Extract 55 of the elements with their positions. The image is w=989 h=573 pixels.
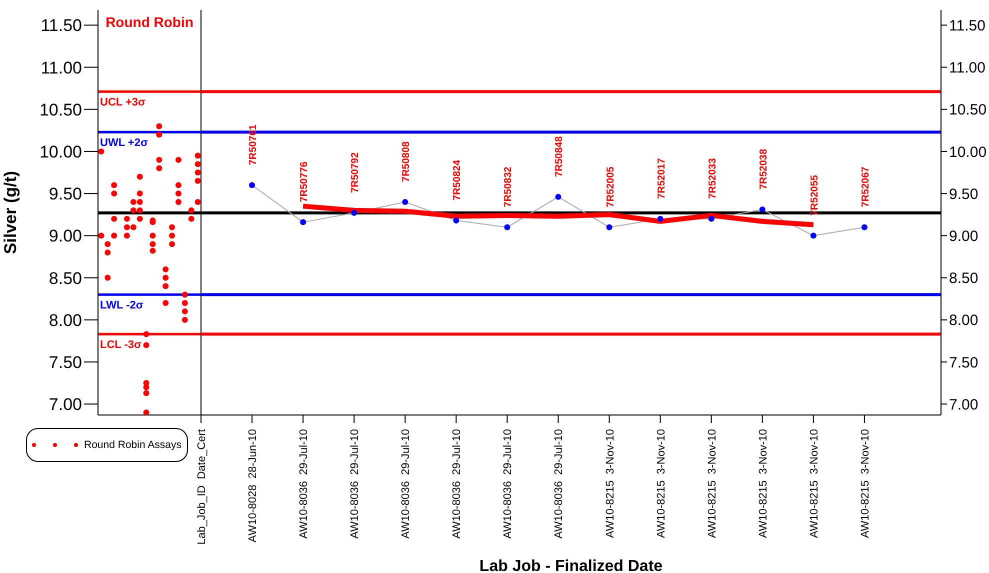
y-tick-label: 10.00 [39, 142, 82, 162]
x-tick-label: AW10-8215 3-Nov-10 [655, 429, 668, 538]
y-tick-label: 7.00 [949, 396, 978, 414]
annotation: 7R52038 [758, 148, 770, 190]
y-tick-label: 7.50 [48, 352, 82, 372]
x-tick-label: AW10-8215 3-Nov-10 [859, 429, 872, 538]
x-tick-label: AW10-8215 3-Nov-10 [604, 429, 616, 538]
y-tick-label: 9.50 [48, 184, 82, 204]
x-tick-label: AW10-8036 29-Jul-10 [502, 429, 514, 539]
x-tick-label: AW10-8028 28-Jun-10 [247, 429, 260, 542]
annotation: 7R50848 [554, 136, 566, 177]
annotation: 7R50776 [299, 161, 310, 202]
y-tick-label: 10.50 [39, 100, 82, 120]
annotation: 7R52055 [809, 174, 820, 216]
annotation: 7R52033 [707, 158, 718, 199]
x-tick-label: AW10-8215 3-Nov-10 [706, 429, 718, 538]
annotation: 7R52067 [860, 166, 872, 208]
y-tick-label: 7.00 [48, 395, 82, 414]
y-tick-label: 8.00 [949, 312, 978, 330]
y-tick-label: 11.50 [949, 17, 986, 34]
y-tick-label: 11.50 [40, 16, 82, 36]
annotation: 7R50824 [452, 159, 464, 200]
annotation: 7R50792 [350, 152, 362, 193]
ref-line-label: LWL -2σ [100, 300, 144, 312]
y-tick-label: 9.50 [949, 186, 978, 203]
chart-title: Round Robin [104, 14, 194, 30]
y-tick-label: 8.50 [949, 270, 978, 288]
x-axis-title: Lab Job - Finalized Date [479, 558, 663, 573]
y-tick-label: 10.50 [949, 102, 987, 119]
ref-line-label: UCL +3σ [100, 96, 146, 109]
x-tick-label: AW10-8036 29-Jul-10 [451, 429, 464, 539]
y-axis-title: Silver (g/t) [1, 170, 20, 254]
annotation: 7R50761 [248, 124, 260, 166]
x-tick-label: AW10-8036 29-Jul-10 [349, 429, 362, 539]
y-tick-label: 7.50 [949, 354, 978, 372]
x-tick-label: AW10-8215 3-Nov-10 [757, 429, 770, 538]
ref-line-label: LCL -3σ [100, 339, 142, 352]
y-tick-label: 11.00 [40, 58, 82, 78]
ref-line-label: UWL +2σ [100, 137, 148, 150]
x-tick-label: AW10-8036 29-Jul-10 [553, 429, 566, 539]
x-tick-label: AW10-8036 29-Jul-10 [298, 429, 310, 539]
y-tick-label: 9.00 [48, 226, 82, 246]
annotation: 7R52005 [605, 166, 616, 208]
y-tick-label: 10.00 [949, 144, 987, 161]
annotation: 7R50808 [401, 140, 412, 182]
y-tick-label: 8.00 [48, 310, 82, 330]
annotation: 7R50832 [503, 166, 514, 208]
y-tick-label: 11.00 [949, 60, 986, 77]
legend-label: Round Robin Assays [84, 439, 182, 451]
annotation: 7R52017 [656, 158, 668, 199]
x-tick-label: AW10-8036 29-Jul-10 [400, 429, 412, 539]
y-tick-label: 9.00 [949, 228, 978, 245]
x-tick-label: Lab_Job_ID Date_Cert [196, 429, 208, 545]
y-tick-label: 8.50 [48, 268, 82, 288]
x-tick-label: AW10-8215 3-Nov-10 [808, 429, 820, 538]
